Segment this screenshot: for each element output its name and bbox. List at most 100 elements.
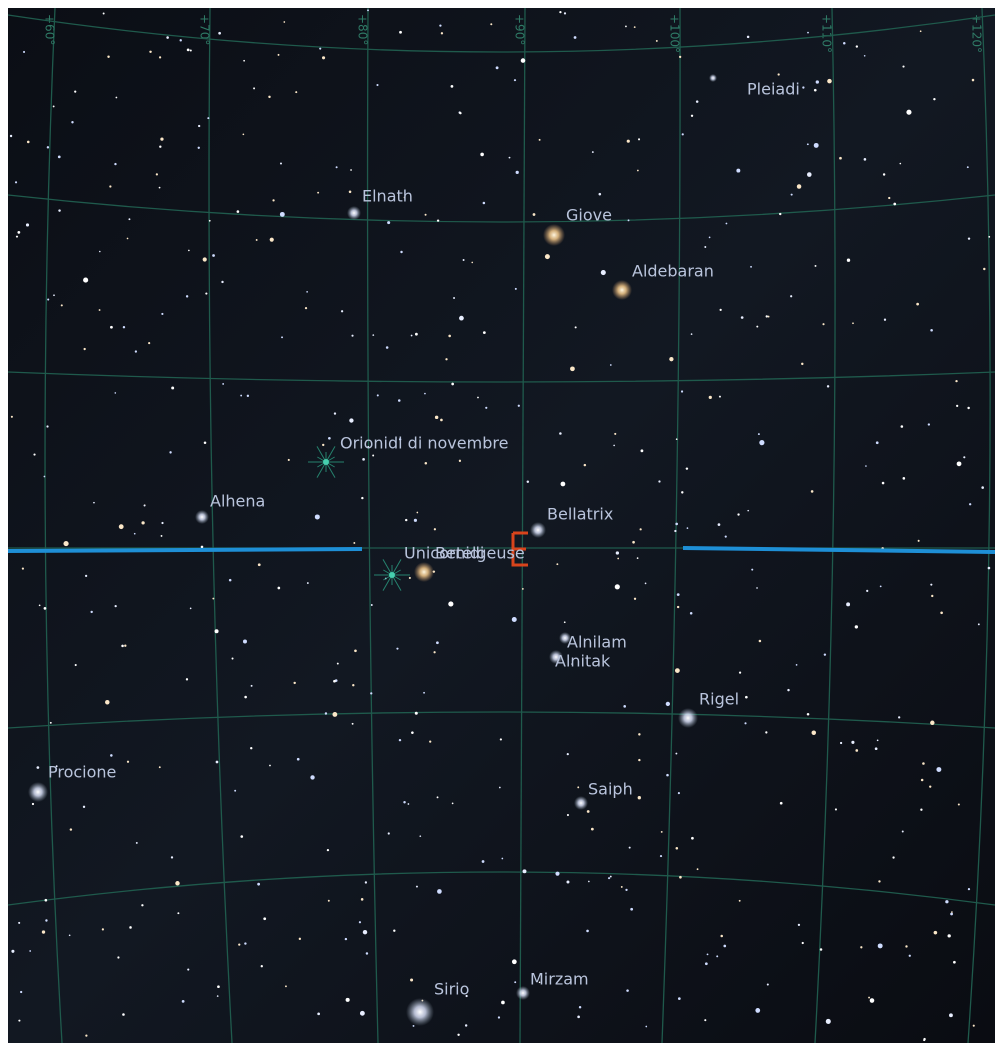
star [868,997,870,999]
star [336,166,338,168]
star [561,482,566,487]
star [429,741,431,743]
star [723,945,726,948]
star [704,246,706,248]
star [564,12,566,14]
star [410,979,413,982]
star [851,741,854,744]
star [855,749,858,752]
star [709,237,711,239]
star [190,49,192,51]
star [169,451,171,453]
star [791,194,793,196]
star [720,935,723,938]
star [234,790,236,792]
star [244,942,246,944]
star [425,214,427,216]
star [18,922,20,924]
star [880,585,882,587]
star [637,170,639,172]
star [802,942,804,944]
star [666,774,669,777]
star [766,315,768,317]
star [756,326,758,328]
star [448,601,453,606]
star [272,199,274,201]
star [349,191,352,194]
star [679,876,682,879]
star [451,85,454,88]
star [37,766,40,769]
star [256,239,258,241]
star [916,303,919,306]
star [204,442,207,445]
star [372,455,374,457]
star [815,265,817,267]
star [83,278,88,283]
star [334,412,336,414]
star [608,877,610,879]
star [386,346,389,349]
star [790,295,792,297]
object-label: Pleiadi [747,80,800,99]
star [835,808,837,810]
star [423,692,425,694]
star [716,955,718,957]
star [814,89,817,92]
star [45,899,48,902]
star [437,796,439,798]
star [675,668,680,673]
object-label: Alnitak [555,652,611,671]
star [123,326,125,328]
star [232,658,234,660]
star [69,934,71,936]
star [930,329,933,332]
star [968,888,970,890]
star [411,731,414,734]
radiant [389,572,395,578]
star [281,336,283,338]
star [238,943,240,945]
star [310,775,314,779]
star [351,335,353,337]
star [675,753,677,755]
star [599,193,602,196]
star [501,858,503,860]
star [485,407,487,409]
star [678,792,680,794]
star [50,722,52,724]
star [705,962,708,965]
object-label: Orionidi di novembre [340,434,508,453]
star [417,512,419,514]
grid-label: +110° [820,14,834,53]
star [905,945,907,947]
star [586,930,589,933]
star [676,438,678,440]
star [691,837,694,840]
star [616,551,619,554]
star [893,203,896,206]
star [171,386,174,389]
star [114,392,116,394]
star [156,173,158,175]
star [288,459,290,461]
star [884,319,886,321]
star [409,577,411,579]
star [909,955,911,957]
star [46,425,48,427]
star [70,828,72,830]
star [658,480,660,482]
star [933,98,935,100]
star [744,722,746,724]
star [307,582,309,584]
star [415,712,418,715]
star [122,1013,125,1016]
star [328,900,330,902]
star [697,868,699,870]
star [523,869,527,873]
star [177,912,179,914]
star [610,364,612,366]
star [280,212,285,217]
star [411,335,413,337]
star [32,803,34,805]
